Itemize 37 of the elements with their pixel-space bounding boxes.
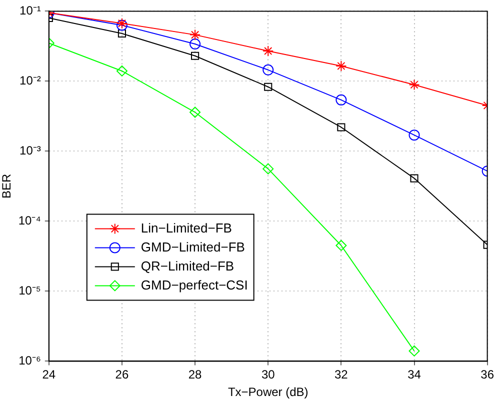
point [408,130,420,141]
y-tick-label: 10⁻³ [20,144,41,158]
y-tick-label: 10⁻⁵ [18,284,41,298]
point [408,79,420,90]
x-tick-label: 34 [408,368,422,382]
legend-label: GMD−Limited−FB [140,239,245,254]
point [337,123,346,132]
point [410,174,418,182]
y-tick-label: 10⁻⁴ [18,214,41,228]
point [262,64,274,76]
legend-label: Lin−Limited−FB [140,220,232,236]
point [118,29,126,38]
point [191,52,200,60]
x-tick-label: 32 [334,368,348,382]
point [116,65,128,76]
x-tick-label: 30 [261,368,276,382]
y-tick-label: 10⁻¹ [20,4,41,18]
y-axis-title: BER [0,174,14,199]
point [336,60,347,72]
x-tick-label: 36 [480,368,494,382]
x-tick-label: 26 [115,368,129,382]
point [336,240,347,251]
x-tick-label: 24 [42,368,56,382]
point [190,29,201,40]
legend-label: GMD−perfect−CSI [140,277,248,292]
point [262,163,274,174]
point [336,94,347,106]
point [264,82,272,91]
point [262,46,274,57]
x-tick-label: 28 [188,368,202,382]
legend-label: QR−Limited−FB [140,258,234,274]
y-tick-label: 10⁻² [20,74,41,88]
x-axis-title: Tx−Power (dB) [228,385,308,400]
point [408,345,420,356]
point [190,106,201,118]
point [190,38,201,50]
y-tick-label: 10⁻⁶ [18,354,41,368]
